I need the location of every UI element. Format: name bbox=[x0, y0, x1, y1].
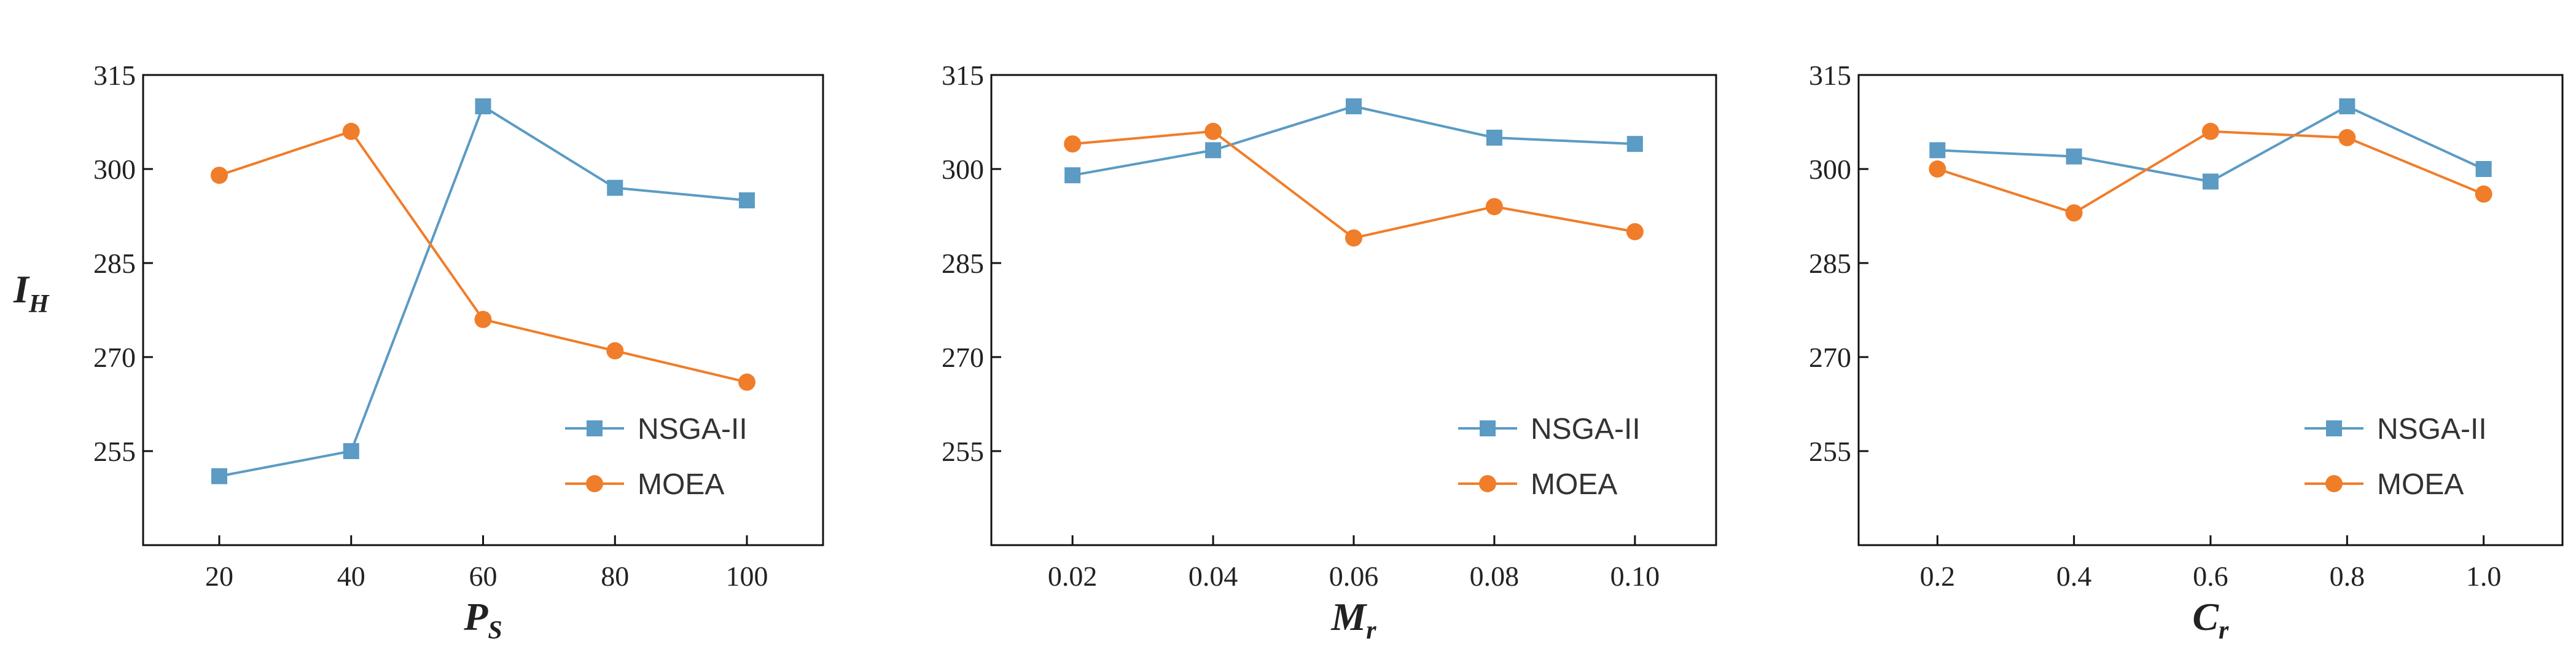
x-tick-label: 0.6 bbox=[2193, 560, 2228, 592]
data-point-moea bbox=[1345, 229, 1362, 247]
y-tick-label: 270 bbox=[1809, 342, 1851, 373]
legend-label-nsga: NSGA-II bbox=[2377, 413, 2487, 446]
data-point-moea bbox=[342, 122, 360, 140]
x-tick-label: 0.2 bbox=[1920, 560, 1956, 592]
x-tick-label: 100 bbox=[726, 560, 768, 592]
data-point-moea bbox=[606, 342, 624, 360]
chart-panel-ps: 255 270 285 300 315 20 40 60 80 100 PS NSGA-II MOEA bbox=[93, 60, 824, 645]
x-axis-title: Cr bbox=[2192, 595, 2229, 645]
data-point-moea bbox=[1626, 223, 1644, 240]
legend-marker-moea bbox=[586, 475, 603, 492]
x-tick-label: 40 bbox=[337, 560, 365, 592]
data-point-moea bbox=[474, 310, 492, 328]
x-tick-label: 0.4 bbox=[2056, 560, 2092, 592]
data-point-nsga bbox=[1346, 98, 1362, 114]
legend-marker-nsga bbox=[1480, 420, 1496, 436]
legend-label-moea: MOEA bbox=[1531, 468, 1617, 501]
data-point-nsga bbox=[475, 98, 491, 114]
data-point-nsga bbox=[211, 468, 227, 484]
y-axis-title: IH bbox=[13, 267, 50, 318]
y-tick-label: 255 bbox=[942, 436, 984, 467]
y-tick-label: 270 bbox=[942, 342, 984, 373]
legend-label-nsga: NSGA-II bbox=[638, 413, 747, 446]
y-tick-label: 300 bbox=[93, 154, 136, 185]
x-tick-label: 0.04 bbox=[1188, 560, 1238, 592]
x-axis-title-sub: S bbox=[488, 616, 502, 645]
x-tick-label: 60 bbox=[469, 560, 498, 592]
x-tick-label: 1.0 bbox=[2466, 560, 2502, 592]
x-axis-title-sub: r bbox=[2219, 616, 2229, 645]
y-tick-label: 255 bbox=[93, 436, 136, 467]
legend-label-moea: MOEA bbox=[638, 468, 724, 501]
series-line-nsga bbox=[1072, 104, 1635, 177]
series-line-moea bbox=[1937, 130, 2484, 214]
x-axis-title-sub: r bbox=[1366, 616, 1376, 645]
data-point-moea bbox=[738, 373, 756, 391]
x-tick-label: 0.8 bbox=[2330, 560, 2365, 592]
y-tick-label: 300 bbox=[1809, 154, 1851, 185]
series-line-nsga bbox=[1937, 104, 2484, 183]
chart-panel-cr: 255 270 285 300 315 0.2 0.4 0.6 0.8 1.0 Cr NSGA-II M… bbox=[1809, 60, 2564, 645]
legend-marker-moea bbox=[2325, 475, 2343, 492]
y-tick-label: 255 bbox=[1809, 436, 1851, 467]
y-tick-label: 285 bbox=[1809, 248, 1851, 279]
data-point-moea bbox=[1064, 135, 1082, 153]
series-line-moea bbox=[219, 130, 747, 384]
chart-panel-mr: 255 270 285 300 315 0.02 0.04 0.06 0.08 0.10 Mr NSG… bbox=[942, 60, 1717, 645]
y-tick-label: 285 bbox=[942, 248, 984, 279]
data-point-moea bbox=[1929, 160, 1946, 178]
data-point-nsga bbox=[1929, 142, 1946, 159]
x-tick-label: 0.02 bbox=[1048, 560, 1098, 592]
data-point-nsga bbox=[343, 443, 359, 459]
y-tick-label: 285 bbox=[93, 248, 136, 279]
data-point-nsga bbox=[1205, 142, 1222, 159]
x-axis-title: Mr bbox=[1330, 595, 1376, 645]
x-tick-label: 0.08 bbox=[1470, 560, 1520, 592]
data-point-moea bbox=[2065, 204, 2083, 222]
y-tick-label: 315 bbox=[93, 60, 136, 91]
legend-label-moea: MOEA bbox=[2377, 468, 2464, 501]
legend-marker-nsga bbox=[587, 420, 603, 436]
x-tick-label: 0.06 bbox=[1329, 560, 1379, 592]
x-axis-title-main: P bbox=[463, 595, 488, 639]
x-axis-title: PS bbox=[463, 595, 502, 645]
data-point-moea bbox=[210, 167, 228, 184]
series-line-moea bbox=[1072, 130, 1636, 240]
data-point-moea bbox=[1485, 198, 1503, 216]
y-tick-label: 270 bbox=[93, 342, 136, 373]
data-point-moea bbox=[2202, 122, 2219, 140]
data-point-nsga bbox=[1064, 167, 1081, 184]
x-tick-label: 0.10 bbox=[1610, 560, 1660, 592]
data-point-moea bbox=[2338, 129, 2356, 146]
y-tick-label: 315 bbox=[1809, 60, 1851, 91]
data-point-nsga bbox=[2475, 161, 2492, 177]
data-point-nsga bbox=[2066, 148, 2082, 165]
data-point-nsga bbox=[1626, 136, 1643, 152]
legend-label-nsga: NSGA-II bbox=[1531, 413, 1641, 446]
y-tick-label: 300 bbox=[942, 154, 984, 185]
data-point-moea bbox=[1204, 122, 1222, 140]
legend-marker-nsga bbox=[2326, 420, 2342, 436]
data-point-nsga bbox=[607, 179, 623, 196]
data-point-moea bbox=[2475, 185, 2492, 203]
data-point-nsga bbox=[739, 192, 755, 208]
legend-marker-moea bbox=[1479, 475, 1496, 492]
x-tick-label: 80 bbox=[601, 560, 629, 592]
data-point-nsga bbox=[1486, 130, 1502, 146]
x-axis-title-main: C bbox=[2192, 595, 2219, 639]
y-tick-label: 315 bbox=[942, 60, 984, 91]
x-tick-label: 20 bbox=[205, 560, 233, 592]
data-point-nsga bbox=[2203, 173, 2219, 190]
data-point-nsga bbox=[2339, 98, 2355, 114]
x-axis-title-main: M bbox=[1330, 595, 1367, 639]
